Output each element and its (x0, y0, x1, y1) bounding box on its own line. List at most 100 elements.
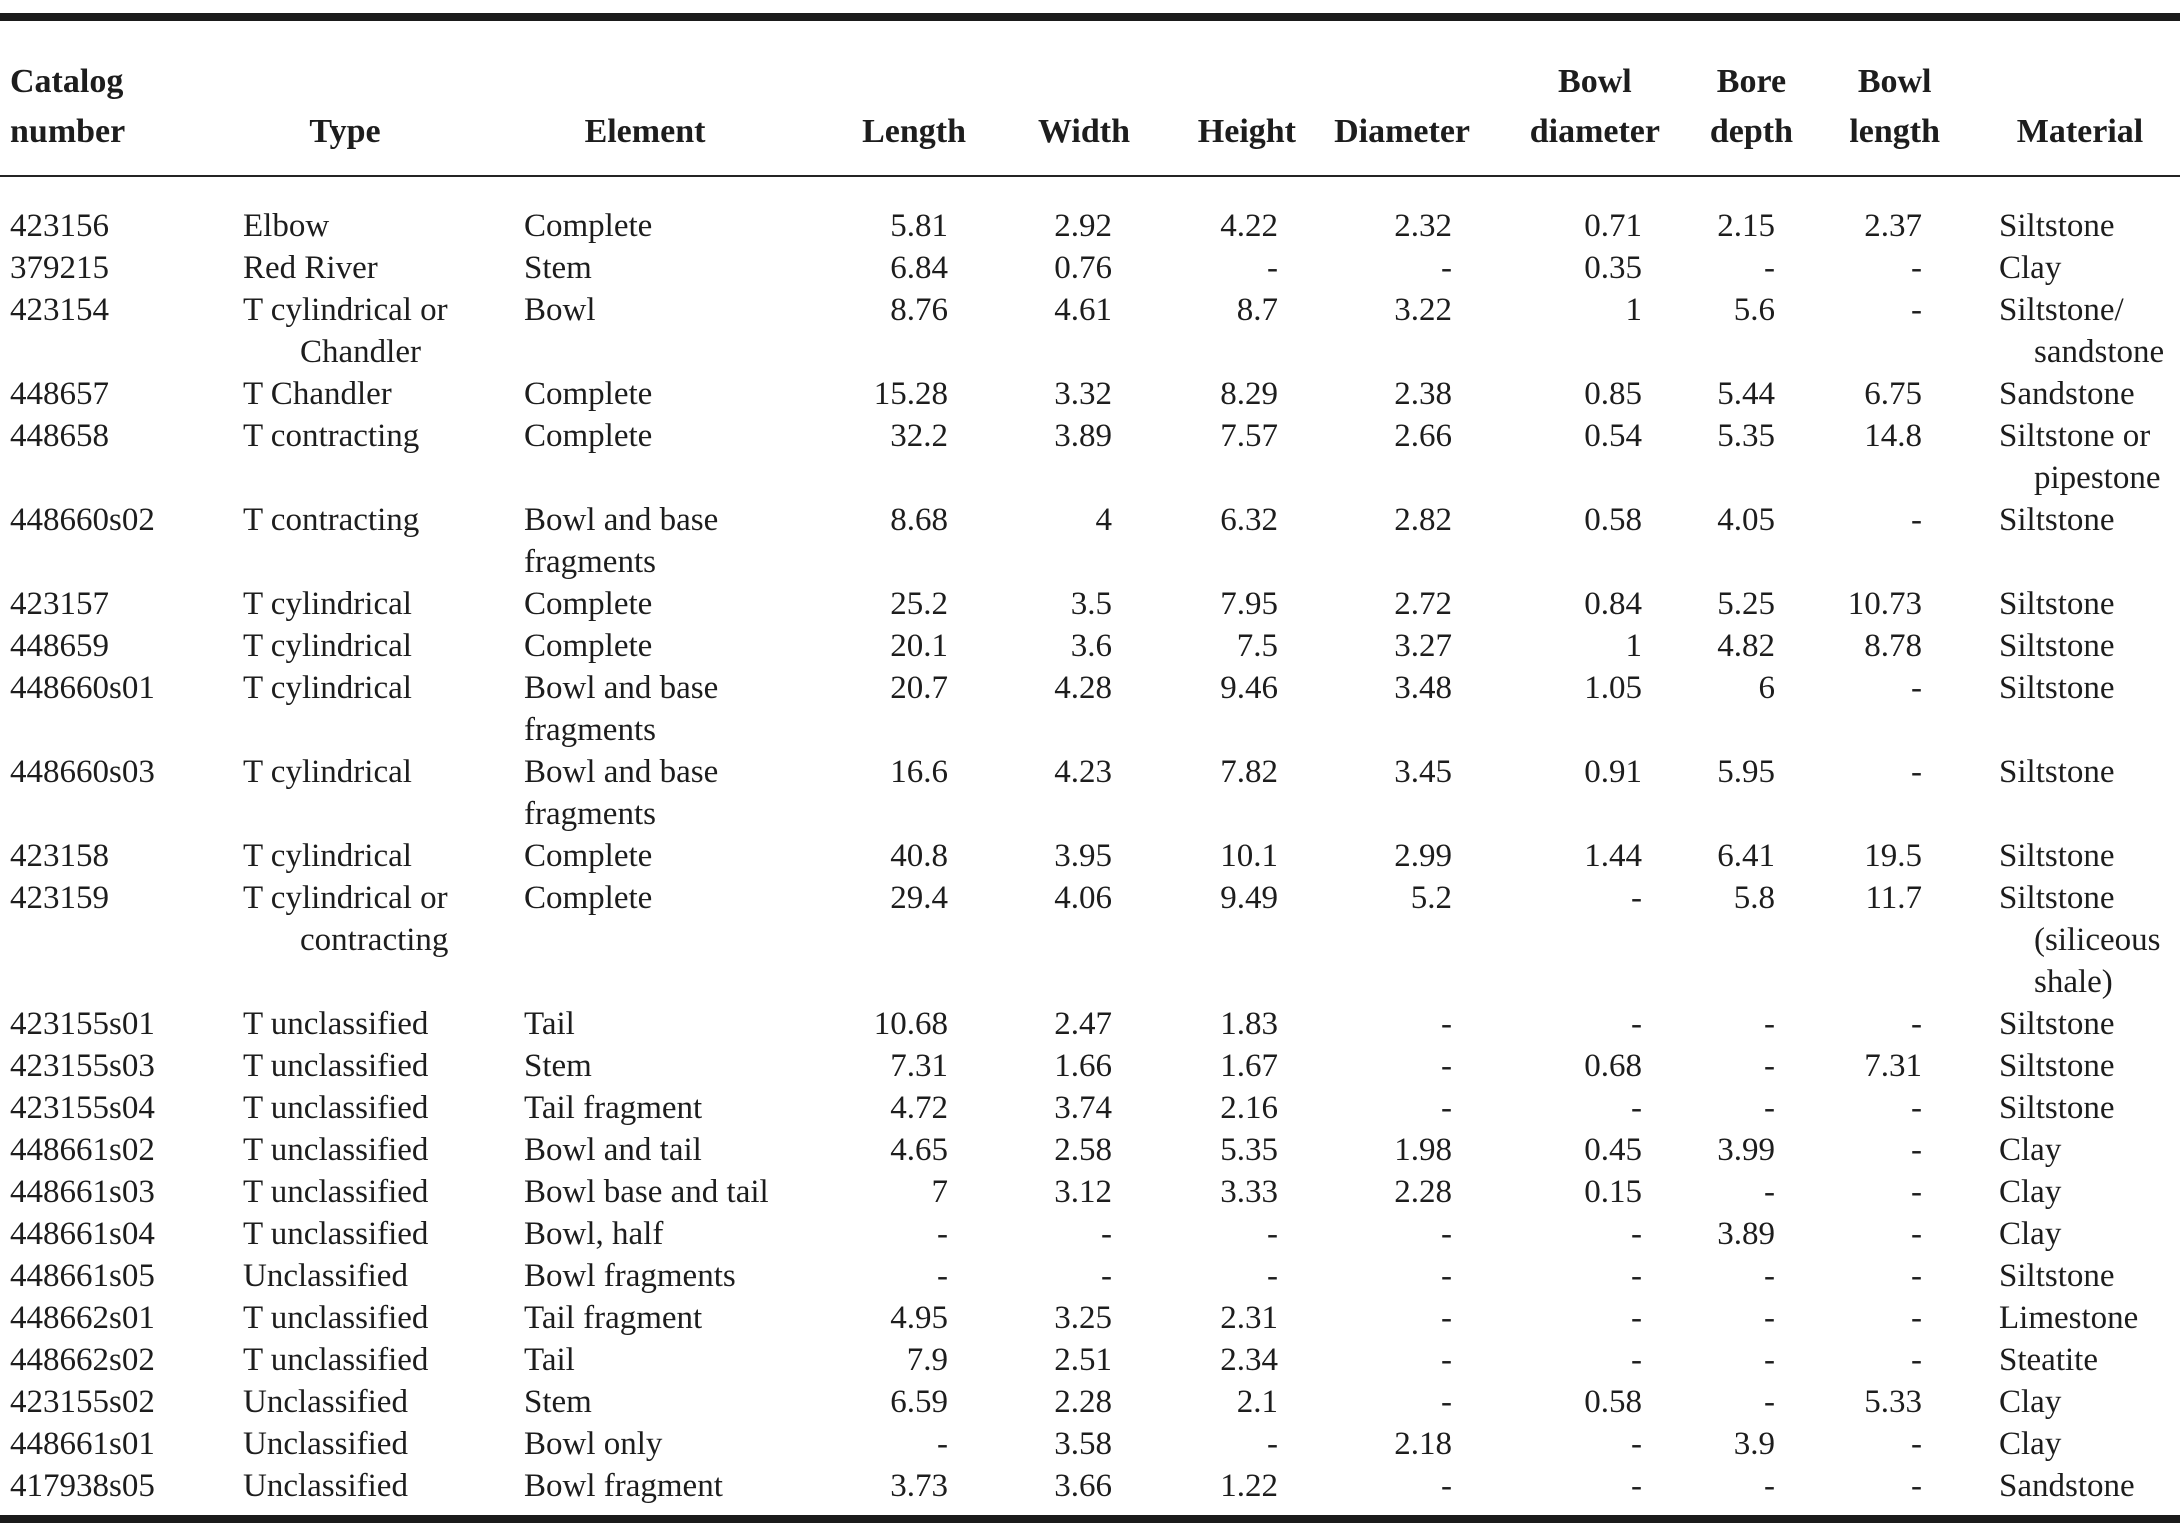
cell-diameter: - (1441, 1258, 1452, 1294)
cell-width: 3.6 (1070, 628, 1112, 664)
cell-bowl-diameter: - (1631, 1342, 1642, 1378)
cell-bowl-length: 10.73 (1847, 586, 1922, 622)
cell-width: 1.66 (1054, 1048, 1112, 1084)
cell-bowl-diameter: 0.58 (1584, 1384, 1642, 1420)
cell-diameter: 2.38 (1394, 376, 1452, 412)
cell-bowl-length: - (1911, 250, 1922, 286)
cell-material: Sandstone (1999, 376, 2135, 412)
cell-length: 20.1 (890, 628, 948, 664)
cell-height: 2.16 (1220, 1090, 1278, 1126)
cell-length: 4.65 (890, 1132, 948, 1168)
cell-catalog-number: 448661s02 (10, 1132, 155, 1168)
cell-width: - (1101, 1216, 1112, 1252)
cell-height: 10.1 (1220, 838, 1278, 874)
table-bottom-rule (0, 1515, 2180, 1523)
table-row: 448661s02 T unclassified Bowl and tail 4… (0, 1129, 2180, 1171)
cell-diameter: - (1441, 1300, 1452, 1336)
cell-width: 0.76 (1054, 250, 1112, 286)
col-header-height: Height (1130, 21, 1296, 177)
cell-element: Complete (524, 880, 653, 916)
cell-bore-depth: 6.41 (1717, 838, 1775, 874)
cell-bore-depth: 3.9 (1733, 1426, 1775, 1462)
cell-width: 3.58 (1054, 1426, 1112, 1462)
cell-material: Clay (1999, 1216, 2062, 1252)
col-header-bowl-length-label: Bowl length (1849, 63, 1940, 150)
cell-width: 2.28 (1054, 1384, 1112, 1420)
cell-length: - (937, 1216, 948, 1252)
cell-type: T unclassified (243, 1006, 429, 1042)
cell-height: 1.83 (1220, 1006, 1278, 1042)
cell-width: 3.12 (1054, 1174, 1112, 1210)
cell-catalog-number: 423159 (10, 880, 109, 916)
cell-element: Bowl (524, 292, 596, 328)
cell-bowl-diameter: 0.35 (1584, 250, 1642, 286)
cell-bore-depth: 3.89 (1717, 1216, 1775, 1252)
cell-bore-depth: 5.35 (1717, 418, 1775, 454)
table-row: 423155s04 T unclassified Tail fragment 4… (0, 1087, 2180, 1129)
cell-length: 15.28 (873, 376, 948, 412)
cell-bowl-length: 19.5 (1864, 838, 1922, 874)
cell-width: 3.5 (1070, 586, 1112, 622)
cell-width: 4.23 (1054, 754, 1112, 790)
cell-bowl-length: - (1911, 1300, 1922, 1336)
cell-height: 5.35 (1220, 1132, 1278, 1168)
cell-bore-depth: - (1764, 250, 1775, 286)
cell-bowl-diameter: - (1631, 1258, 1642, 1294)
cell-bowl-diameter: 0.58 (1584, 502, 1642, 538)
cell-bowl-diameter: 1 (1625, 628, 1643, 664)
cell-width: 4.61 (1054, 292, 1112, 328)
cell-diameter: 5.2 (1410, 880, 1452, 916)
cell-catalog-number: 448662s01 (10, 1300, 155, 1336)
cell-element: Bowl only (524, 1426, 663, 1462)
table-row: 448661s01 Unclassified Bowl only - 3.58 … (0, 1423, 2180, 1465)
cell-material: Clay (1999, 1384, 2062, 1420)
cell-bowl-length: - (1911, 1090, 1922, 1126)
cell-height: 9.49 (1220, 880, 1278, 916)
cell-material: Siltstone (1999, 670, 2115, 706)
cell-length: 20.7 (890, 670, 948, 706)
cell-height: 9.46 (1220, 670, 1278, 706)
cell-material: Clay (1999, 1132, 2062, 1168)
cell-material: Siltstone/ sandstone (1999, 292, 2165, 370)
cell-catalog-number: 423155s03 (10, 1048, 155, 1084)
cell-type: T Chandler (243, 376, 392, 412)
cell-bowl-diameter: 0.85 (1584, 376, 1642, 412)
cell-element: Complete (524, 586, 653, 622)
table-row: 417938s05 Unclassified Bowl fragment 3.7… (0, 1465, 2180, 1507)
cell-diameter: 3.45 (1394, 754, 1452, 790)
cell-element: Bowl and base fragments (524, 670, 719, 748)
cell-length: 3.73 (890, 1468, 948, 1504)
cell-bowl-diameter: 0.91 (1584, 754, 1642, 790)
cell-catalog-number: 448662s02 (10, 1342, 155, 1378)
cell-element: Bowl and base fragments (524, 754, 719, 832)
cell-bowl-length: - (1911, 754, 1922, 790)
cell-bowl-length: 11.7 (1865, 880, 1922, 916)
cell-height: 8.7 (1236, 292, 1278, 328)
cell-bowl-length: 7.31 (1864, 1048, 1922, 1084)
cell-diameter: 2.72 (1394, 586, 1452, 622)
table-row: 423158 T cylindrical Complete 40.8 3.95 … (0, 835, 2180, 877)
table-row: 448661s03 T unclassified Bowl base and t… (0, 1171, 2180, 1213)
cell-height: 6.32 (1220, 502, 1278, 538)
cell-bowl-diameter: - (1631, 1468, 1642, 1504)
col-header-width: Width (966, 21, 1130, 177)
cell-material: Siltstone (1999, 628, 2115, 664)
cell-diameter: - (1441, 250, 1452, 286)
cell-element: Complete (524, 208, 653, 244)
cell-type: T cylindrical or Chandler (243, 292, 448, 370)
cell-width: 3.25 (1054, 1300, 1112, 1336)
cell-material: Siltstone or pipestone (1999, 418, 2161, 496)
cell-catalog-number: 448660s03 (10, 754, 155, 790)
cell-bowl-diameter: - (1631, 1426, 1642, 1462)
cell-diameter: - (1441, 1048, 1452, 1084)
cell-width: 2.51 (1054, 1342, 1112, 1378)
cell-diameter: - (1441, 1342, 1452, 1378)
cell-height: 1.67 (1220, 1048, 1278, 1084)
col-header-element: Element (520, 21, 850, 177)
cell-material: Siltstone (1999, 838, 2115, 874)
cell-bowl-diameter: - (1631, 1090, 1642, 1126)
cell-type: Unclassified (243, 1258, 408, 1294)
cell-catalog-number: 448657 (10, 376, 109, 412)
cell-catalog-number: 423154 (10, 292, 109, 328)
